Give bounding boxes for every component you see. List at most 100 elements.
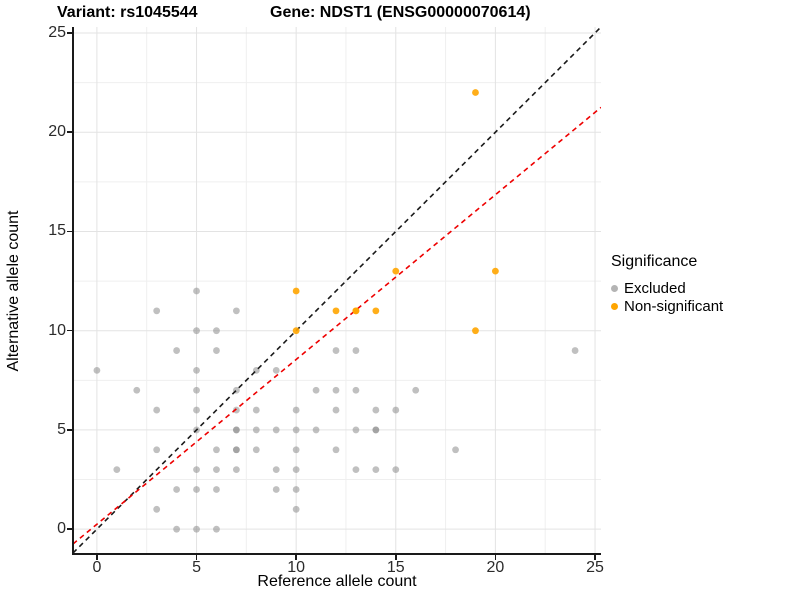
data-point-excluded (193, 406, 200, 414)
data-point-excluded (193, 466, 200, 474)
data-point-excluded (372, 426, 380, 434)
data-point-excluded (452, 446, 459, 454)
excluded-dot-icon (611, 284, 618, 292)
data-point-excluded (232, 406, 240, 414)
y-axis-line (72, 27, 74, 554)
data-point-excluded (133, 386, 141, 394)
data-point-excluded (372, 406, 380, 414)
data-point-excluded (193, 386, 200, 394)
y-tick-mark (67, 230, 72, 233)
data-point-excluded (392, 466, 400, 474)
data-point-excluded (173, 486, 181, 493)
data-point-excluded (312, 426, 320, 434)
data-point-excluded (272, 486, 280, 493)
data-point-excluded (352, 466, 360, 474)
x-tick-label: 5 (192, 559, 201, 576)
data-point-non-significant (472, 327, 479, 335)
data-point-non-significant (472, 89, 479, 96)
plot-title-variant: Variant: rs1045544 (57, 4, 198, 21)
data-point-excluded (153, 307, 161, 315)
x-tick-mark (395, 555, 397, 560)
data-point-excluded (113, 466, 121, 474)
data-point-excluded (332, 446, 340, 454)
fit-line (73, 106, 601, 545)
data-point-excluded (332, 386, 340, 394)
y-axis-title: Alternative allele count (5, 210, 22, 372)
y-tick-mark (67, 329, 72, 332)
y-tick-label: 20 (48, 123, 66, 141)
x-axis-title: Reference allele count (257, 573, 417, 590)
data-point-excluded (292, 486, 300, 493)
y-tick-label: 15 (48, 222, 66, 240)
data-point-excluded (412, 386, 420, 394)
data-point-excluded (153, 406, 161, 414)
y-tick-label: 25 (48, 23, 66, 41)
data-point-non-significant (392, 267, 400, 275)
data-point-excluded (352, 386, 360, 394)
data-point-non-significant (292, 287, 300, 295)
legend: Significance Excluded Non-significant (611, 253, 723, 315)
x-tick-label: 15 (386, 559, 405, 576)
data-point-non-significant (332, 307, 340, 315)
x-tick-mark (494, 555, 497, 560)
data-point-excluded (232, 466, 240, 474)
data-point-excluded (193, 366, 200, 374)
data-point-non-significant (372, 307, 380, 315)
data-point-excluded (292, 406, 300, 414)
scatter-plot-canvas (73, 27, 601, 553)
x-axis-line (72, 553, 601, 555)
plot-title: Variant: rs1045544 Gene: NDST1 (ENSG0000… (0, 4, 800, 24)
legend-title: Significance (611, 253, 698, 270)
x-tick-label: 0 (92, 559, 102, 576)
y-tick-mark (67, 32, 72, 34)
non-significant-dot-icon (611, 302, 618, 310)
data-point-excluded (252, 406, 260, 414)
data-point-excluded (173, 525, 181, 533)
y-tick-label: 0 (57, 520, 66, 538)
data-point-excluded (193, 327, 200, 335)
data-point-excluded (352, 426, 360, 434)
data-point-excluded (153, 446, 161, 454)
identity-line (73, 27, 601, 553)
data-point-excluded (213, 327, 220, 335)
data-point-excluded (213, 347, 220, 354)
data-point-excluded (173, 347, 181, 354)
y-tick-label: 10 (48, 321, 66, 339)
x-tick-label: 20 (486, 559, 505, 576)
data-point-excluded (292, 426, 300, 434)
x-tick-mark (594, 555, 596, 560)
data-point-excluded (372, 466, 380, 474)
x-tick-mark (96, 555, 98, 560)
data-point-excluded (213, 525, 220, 533)
data-point-excluded (213, 486, 220, 493)
data-point-excluded (292, 466, 300, 474)
data-point-excluded (392, 406, 400, 414)
data-point-excluded (272, 426, 280, 434)
data-point-excluded (193, 486, 200, 493)
data-point-excluded (213, 446, 220, 454)
x-tick-mark (295, 555, 297, 560)
data-point-excluded (571, 347, 579, 354)
legend-item-excluded: Excluded (611, 279, 723, 297)
data-point-excluded (272, 366, 280, 374)
legend-item-label: Non-significant (624, 297, 724, 315)
data-point-excluded (332, 347, 340, 354)
y-tick-mark (67, 528, 72, 530)
data-point-excluded (213, 466, 220, 474)
data-point-excluded (193, 525, 200, 533)
data-point-excluded (292, 505, 300, 513)
plot-title-gene: Gene: NDST1 (ENSG00000070614) (270, 4, 531, 21)
data-point-excluded (292, 446, 300, 454)
data-point-excluded (93, 366, 101, 374)
data-point-excluded (312, 386, 320, 394)
data-point-excluded (232, 426, 240, 434)
x-tick-mark (195, 555, 198, 560)
data-point-excluded (252, 446, 260, 454)
legend-item-non-significant: Non-significant (611, 297, 723, 315)
data-point-excluded (232, 446, 240, 454)
data-point-non-significant (492, 267, 499, 275)
data-point-excluded (332, 406, 340, 414)
y-tick-mark (67, 429, 72, 431)
plot-panel (73, 27, 601, 553)
